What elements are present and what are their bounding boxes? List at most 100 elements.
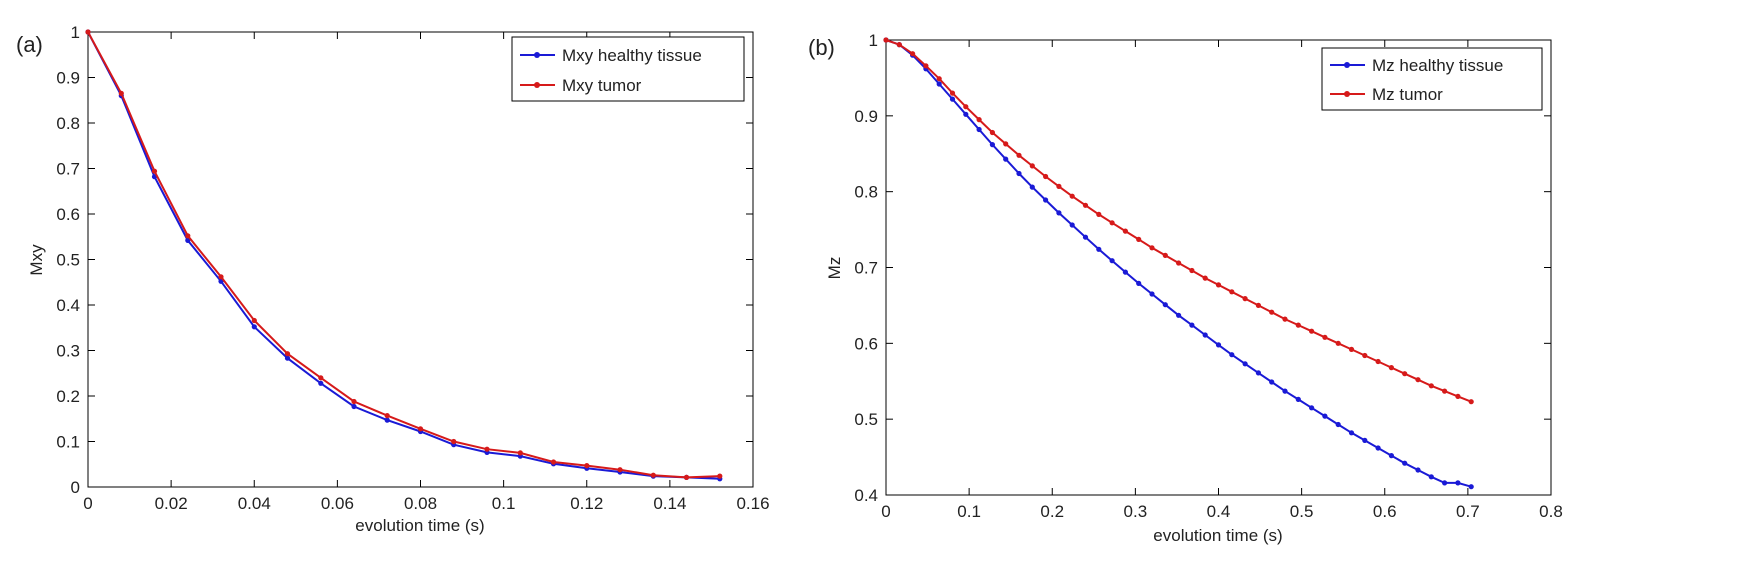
- data-point-healthy-b: [936, 81, 942, 87]
- data-point-tumor-b: [1309, 328, 1315, 334]
- y-tick-label-b: 0.4: [854, 486, 878, 505]
- y-tick-label-a: 1: [71, 23, 80, 42]
- x-tick-label-b: 0.7: [1456, 502, 1480, 521]
- data-point-tumor-b: [1215, 282, 1222, 288]
- data-point-tumor-b: [896, 42, 902, 48]
- data-point-tumor-a: [185, 233, 191, 239]
- data-point-tumor-b: [1375, 358, 1381, 365]
- data-point-tumor-a: [251, 317, 257, 324]
- data-point-tumor-b: [923, 63, 929, 69]
- data-point-tumor-b: [1122, 228, 1128, 234]
- data-point-healthy-b: [1016, 170, 1022, 177]
- data-point-tumor-a: [351, 398, 357, 405]
- data-point-tumor-a: [550, 459, 557, 465]
- x-tick-label-a: 0.12: [570, 494, 603, 513]
- data-point-healthy-a: [351, 403, 357, 410]
- data-point-healthy-b: [1468, 484, 1474, 490]
- data-point-healthy-b: [1428, 474, 1434, 480]
- data-point-tumor-b: [1096, 211, 1102, 217]
- ylabel-a: Mxy: [27, 244, 46, 276]
- data-point-tumor-a: [85, 29, 91, 35]
- data-point-tumor-b: [1468, 399, 1474, 405]
- series-line-healthy-a: [87, 31, 720, 480]
- data-point-healthy-b: [949, 96, 956, 102]
- data-point-healthy-b: [1082, 234, 1089, 240]
- x-tick-label-a: 0: [83, 494, 92, 513]
- panel-label-b: (b): [808, 35, 835, 60]
- data-point-tumor-a: [617, 467, 623, 473]
- y-tick-label-a: 0.6: [56, 205, 80, 224]
- data-point-tumor-b: [1043, 173, 1049, 180]
- data-point-healthy-b: [1109, 258, 1115, 264]
- data-point-tumor-a: [517, 450, 523, 456]
- xlabel-a: evolution time (s): [355, 516, 484, 535]
- data-point-healthy-b: [1056, 210, 1062, 216]
- data-point-tumor-b: [1335, 340, 1341, 346]
- x-tick-label-a: 0.04: [238, 494, 271, 513]
- data-point-healthy-b: [1375, 445, 1381, 451]
- y-tick-label-b: 0.9: [854, 107, 878, 126]
- y-tick-label-a: 0.7: [56, 160, 80, 179]
- data-point-tumor-b: [1003, 141, 1009, 147]
- data-point-healthy-b: [1176, 312, 1182, 318]
- data-point-tumor-b: [963, 104, 969, 110]
- data-point-healthy-b: [1136, 280, 1142, 286]
- data-point-healthy-b: [1189, 322, 1195, 328]
- y-tick-label-b: 0.5: [854, 410, 878, 429]
- data-point-healthy-b: [1069, 222, 1075, 228]
- y-tick-label-b: 0.8: [854, 183, 878, 202]
- data-point-healthy-b: [1388, 453, 1394, 459]
- data-point-tumor-b: [1388, 365, 1394, 371]
- legend-label-tumor-a: Mxy tumor: [562, 76, 642, 95]
- data-point-tumor-b: [1322, 334, 1328, 340]
- data-point-healthy-b: [1309, 405, 1315, 411]
- data-point-healthy-b: [1122, 269, 1128, 275]
- data-point-healthy-b: [1455, 480, 1461, 486]
- data-point-tumor-b: [1176, 260, 1182, 266]
- data-point-tumor-b: [1136, 236, 1142, 242]
- data-point-healthy-b: [1402, 460, 1408, 466]
- y-tick-label-b: 1: [869, 31, 878, 50]
- data-point-tumor-b: [1189, 267, 1195, 274]
- data-point-tumor-a: [218, 274, 224, 280]
- data-point-tumor-b: [1282, 316, 1288, 322]
- legend-box-b: [1321, 47, 1543, 111]
- data-point-tumor-b: [1362, 352, 1368, 359]
- data-point-tumor-b: [1255, 302, 1261, 308]
- data-point-healthy-b: [1415, 467, 1421, 473]
- data-point-healthy-b: [1003, 156, 1009, 162]
- data-point-tumor-b: [1109, 220, 1115, 226]
- data-point-tumor-b: [883, 37, 889, 43]
- data-point-healthy-b: [1442, 480, 1448, 486]
- data-point-tumor-b: [1029, 163, 1035, 169]
- x-tick-label-a: 0.14: [653, 494, 686, 513]
- legend-a: Mxy healthy tissue Mxy tumor: [511, 36, 745, 102]
- data-point-healthy-a: [284, 355, 291, 361]
- y-tick-label-a: 0.8: [56, 114, 80, 133]
- data-point-tumor-b: [1348, 346, 1355, 352]
- data-point-tumor-a: [318, 375, 324, 381]
- data-point-healthy-b: [1043, 197, 1049, 203]
- legend-marker-healthy-b: [1344, 62, 1350, 68]
- data-point-tumor-b: [1016, 152, 1022, 158]
- data-point-tumor-b: [936, 76, 942, 82]
- legend-label-tumor-b: Mz tumor: [1372, 85, 1443, 104]
- x-tick-label-a: 0.02: [155, 494, 188, 513]
- data-point-healthy-b: [1149, 291, 1155, 297]
- data-point-tumor-b: [1162, 252, 1168, 258]
- data-point-tumor-b: [1242, 296, 1248, 302]
- data-point-tumor-a: [151, 168, 158, 174]
- lines-a: [85, 29, 723, 482]
- data-point-tumor-a: [284, 351, 291, 357]
- data-point-healthy-b: [1096, 246, 1102, 252]
- x-tick-label-b: 0: [881, 502, 890, 521]
- data-point-tumor-a: [584, 463, 590, 469]
- y-tick-label-a: 0.1: [56, 433, 80, 452]
- panel-b: (b) 0 0.1 0.2 0.3 0.4 0.5 0.6 0.7 0.8 0.4 0.5 0.6 0.…: [808, 31, 1563, 545]
- data-point-tumor-b: [910, 51, 916, 57]
- ticks-a: 0 0.02 0.04 0.06 0.08 0.1 0.12 0.14 0.16 0 0.1 0.2 0…: [56, 23, 769, 513]
- data-point-tumor-b: [1202, 275, 1208, 281]
- data-point-healthy-b: [1348, 430, 1355, 436]
- data-point-healthy-b: [1362, 437, 1368, 443]
